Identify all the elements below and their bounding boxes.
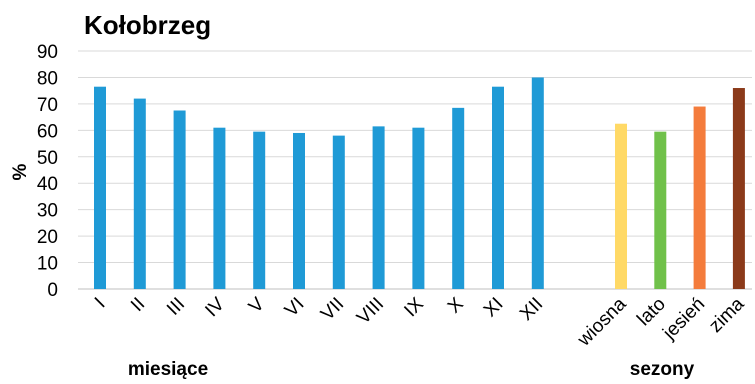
x-tick-label: IV [201, 293, 229, 321]
x-tick-label: I [91, 294, 110, 313]
bar-V [253, 131, 266, 289]
y-tick-label: 90 [37, 42, 58, 63]
y-tick-label: 20 [37, 227, 58, 248]
bar-XII [531, 77, 544, 289]
chart-title: Kołobrzeg [84, 10, 211, 40]
bar-lato [654, 131, 667, 289]
bar-IV [213, 127, 226, 289]
bar-X [452, 107, 465, 289]
y-axis-title: % [10, 163, 31, 180]
x-tick-label: jesień [658, 294, 709, 345]
y-axis-ticks: 0 10 20 30 40 50 60 70 80 90 [37, 42, 58, 301]
y-tick-label: 50 [37, 148, 58, 169]
bar-VI [293, 132, 305, 289]
bars [94, 77, 745, 290]
x-tick-label: VII [317, 294, 348, 325]
bar-I [94, 86, 106, 289]
y-tick-label: 30 [37, 201, 58, 222]
x-tick-label: X [444, 293, 468, 317]
x-tick-label: XI [480, 294, 508, 322]
bar-wiosna [615, 123, 627, 289]
x-tick-label: zima [705, 293, 749, 337]
x-tick-label: VIII [353, 294, 388, 329]
y-tick-label: 70 [37, 95, 58, 116]
y-tick-label: 0 [47, 280, 58, 301]
x-tick-label: V [245, 293, 269, 317]
x-tick-label: VI [281, 294, 309, 322]
bar-jesień [693, 106, 706, 290]
x-axis-title-months: miesiące [128, 359, 208, 380]
x-tick-label: IX [400, 293, 428, 321]
y-tick-label: 60 [37, 121, 58, 142]
y-tick-label: 10 [37, 254, 58, 275]
bar-II [133, 98, 146, 289]
bar-XI [492, 86, 504, 289]
x-tick-label: II [127, 294, 149, 316]
x-axis-ticks: I II III IV V VI VII VIII IX X XI XII wiosna latojesi… [91, 293, 749, 351]
x-axis-title-seasons: sezony [630, 359, 695, 380]
bar-zima [732, 88, 745, 290]
bar-VII [332, 135, 345, 289]
x-tick-label: wiosna [573, 293, 631, 351]
x-tick-label: XII [516, 294, 547, 325]
y-tick-label: 80 [37, 68, 58, 89]
bar-VIII [372, 126, 385, 289]
bar-IX [412, 127, 425, 289]
x-tick-label: III [163, 294, 189, 320]
bar-III [173, 110, 186, 289]
y-tick-label: 40 [37, 174, 58, 195]
